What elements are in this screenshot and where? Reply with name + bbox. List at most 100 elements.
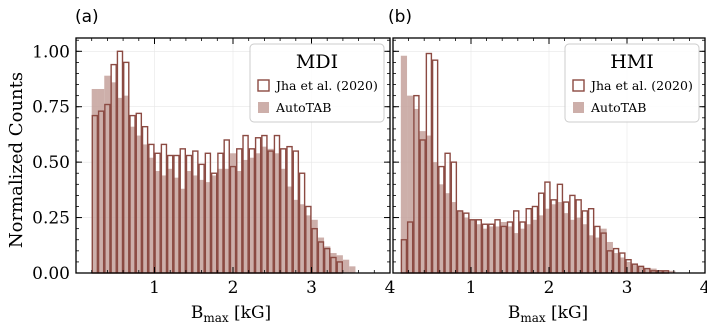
- y-tick-label: 0.50: [32, 153, 70, 173]
- legend-swatch-jha: [572, 79, 585, 92]
- autotab-bar: [110, 82, 117, 273]
- autotab-bar: [298, 204, 306, 273]
- legend: HMI Jha et al. (2020) AutoTAB: [564, 43, 700, 123]
- y-tick-label: 0.75: [32, 98, 70, 118]
- autotab-bar: [192, 175, 199, 273]
- autotab-bar: [248, 157, 255, 273]
- autotab-bar: [198, 179, 205, 273]
- autotab-bar: [217, 168, 224, 273]
- autotab-bar: [292, 199, 299, 273]
- autotab-bar: [544, 208, 551, 273]
- panel-a-plot: 0.00 0.25 0.50 0.75 1.00 1 2 3 4 MDI Jha et al. (2…: [32, 37, 395, 298]
- autotab-bar: [211, 175, 218, 273]
- autotab-bar: [625, 261, 632, 273]
- autotab-bar: [469, 219, 476, 273]
- autotab-bar: [254, 153, 262, 273]
- autotab-bar: [525, 224, 532, 273]
- autotab-bar: [135, 135, 142, 273]
- autotab-bar: [229, 153, 237, 273]
- x-tick-label: 3: [306, 278, 317, 298]
- legend-title: MDI: [296, 51, 338, 73]
- x-tick-label: 2: [544, 278, 555, 298]
- autotab-bar: [556, 202, 564, 273]
- legend-swatch-jha: [257, 79, 270, 92]
- x-tick-label: 2: [228, 278, 239, 298]
- autotab-bar: [538, 215, 545, 273]
- autotab-bar: [588, 235, 595, 273]
- autotab-bar: [311, 219, 318, 273]
- autotab-bar: [116, 97, 124, 273]
- legend-box: [249, 43, 385, 123]
- autotab-bar: [167, 168, 174, 273]
- autotab-bar: [550, 204, 557, 273]
- autotab-bar: [413, 108, 420, 274]
- autotab-bar: [581, 224, 588, 273]
- autotab-bar: [463, 217, 470, 273]
- autotab-bar: [513, 233, 520, 273]
- autotab-bar: [129, 126, 136, 273]
- autotab-bar: [612, 253, 620, 273]
- autotab-bar: [569, 219, 576, 273]
- legend-swatch-autotab: [573, 102, 584, 113]
- legend-swatch-autotab: [258, 102, 269, 113]
- autotab-bar: [444, 193, 451, 273]
- autotab-bar: [432, 162, 439, 273]
- autotab-bar: [317, 237, 325, 273]
- autotab-bar: [662, 270, 670, 273]
- autotab-bar: [419, 131, 426, 273]
- autotab-bar: [160, 175, 168, 273]
- autotab-bar: [594, 237, 601, 273]
- legend-label-jha: Jha et al. (2020): [274, 78, 378, 93]
- legend-label-jha: Jha et al. (2020): [589, 78, 693, 93]
- autotab-bar: [637, 266, 645, 273]
- autotab-bar: [619, 257, 626, 273]
- legend-title: HMI: [610, 51, 654, 73]
- autotab-bar: [267, 148, 274, 273]
- autotab-bar: [488, 226, 495, 273]
- x-axis-title-a: Bmax [kG]: [191, 303, 271, 325]
- autotab-bar: [631, 264, 638, 273]
- autotab-bar: [475, 224, 482, 273]
- autotab-bar: [656, 270, 663, 273]
- autotab-bar: [494, 226, 501, 273]
- autotab-bar: [342, 259, 350, 273]
- autotab-bar: [425, 135, 432, 273]
- panel-a-label: (a): [75, 7, 99, 27]
- y-tick-label: 1.00: [32, 42, 70, 62]
- autotab-bar: [273, 153, 281, 273]
- x-tick-label: 4: [700, 278, 707, 298]
- autotab-bar: [336, 255, 343, 273]
- autotab-bar: [400, 55, 408, 274]
- autotab-bar: [173, 177, 180, 273]
- autotab-bar: [154, 171, 161, 273]
- autotab-bar: [236, 171, 243, 273]
- x-tick-label: 1: [466, 278, 477, 298]
- y-tick-label: 0.00: [32, 264, 70, 284]
- legend-box: [564, 43, 700, 123]
- autotab-bar: [148, 157, 155, 273]
- autotab-bar: [644, 268, 651, 273]
- y-axis-title: Normalized Counts: [6, 72, 27, 248]
- autotab-bar: [286, 186, 293, 273]
- autotab-bar: [261, 146, 268, 273]
- autotab-bar: [141, 144, 149, 273]
- autotab-bar: [456, 210, 464, 273]
- autotab-bar: [242, 159, 249, 273]
- y-tick-label: 0.25: [32, 209, 70, 229]
- legend: MDI Jha et al. (2020) AutoTAB: [249, 43, 385, 123]
- autotab-bar: [669, 270, 676, 273]
- autotab-bar: [407, 95, 414, 273]
- autotab-bar: [91, 88, 98, 273]
- autotab-bar: [305, 215, 312, 273]
- x-axis-title-b: Bmax [kG]: [508, 303, 588, 325]
- autotab-bar: [575, 217, 582, 273]
- autotab-bar: [330, 253, 337, 273]
- legend-label-autotab: AutoTAB: [590, 100, 647, 115]
- autotab-bar: [280, 168, 287, 273]
- autotab-bar: [324, 246, 331, 273]
- panel-b-plot: 1 2 3 4 HMI Jha et al. (2020) AutoTAB: [392, 37, 707, 298]
- legend-label-autotab: AutoTAB: [275, 100, 332, 115]
- autotab-bar: [438, 184, 445, 273]
- autotab-bar: [600, 228, 607, 273]
- autotab-bar: [349, 266, 356, 273]
